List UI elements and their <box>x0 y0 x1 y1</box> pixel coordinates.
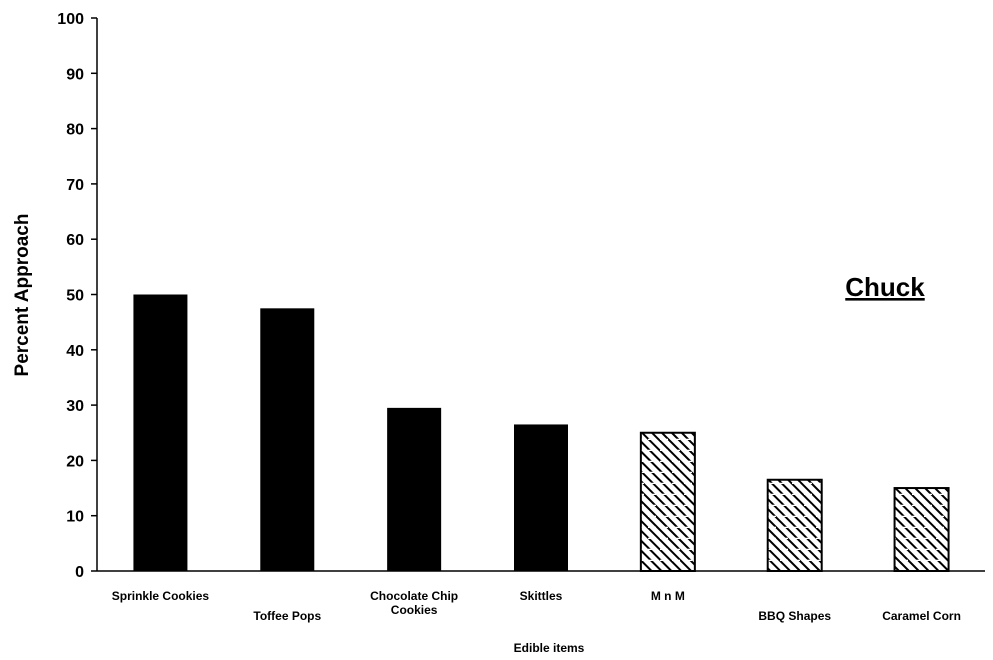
y-tick-label: 10 <box>66 509 84 526</box>
bar <box>514 424 568 571</box>
bar-hatch-overlay <box>641 433 694 570</box>
x-tick-label: Chocolate Chip Cookies <box>370 589 458 617</box>
x-tick-label: M n M <box>651 589 685 603</box>
bar <box>133 294 188 571</box>
y-tick-label: 30 <box>66 398 84 415</box>
x-tick-label: Skittles <box>520 589 563 603</box>
y-tick-label: 70 <box>66 177 84 194</box>
y-tick-label: 80 <box>66 122 84 139</box>
x-tick-label: Toffee Pops <box>253 609 321 623</box>
chart-title: Chuck <box>845 272 925 302</box>
bar <box>260 308 315 571</box>
bar-hatch-overlay <box>895 489 948 570</box>
y-tick-label: 20 <box>66 453 84 470</box>
x-axis-title: Edible items <box>514 641 585 655</box>
bar <box>387 407 442 571</box>
x-tick-label: Caramel Corn <box>882 609 961 623</box>
y-axis-ticks: 0 10 20 30 40 50 60 70 80 90 100 <box>57 11 97 581</box>
y-tick-label: 60 <box>66 232 84 249</box>
y-tick-label: 100 <box>57 11 84 28</box>
y-tick-label: 90 <box>66 66 84 83</box>
y-tick-label: 0 <box>75 564 84 581</box>
x-tick-label: Sprinkle Cookies <box>112 589 210 603</box>
x-axis-category-labels: Sprinkle Cookies Toffee Pops Chocolate Chi… <box>112 589 961 623</box>
y-tick-label: 40 <box>66 343 84 360</box>
x-tick-label: BBQ Shapes <box>758 609 831 623</box>
bar-hatch-overlay <box>768 480 821 570</box>
y-tick-label: 50 <box>66 288 84 305</box>
y-axis-title: Percent Approach <box>12 214 33 377</box>
bars <box>133 294 950 573</box>
